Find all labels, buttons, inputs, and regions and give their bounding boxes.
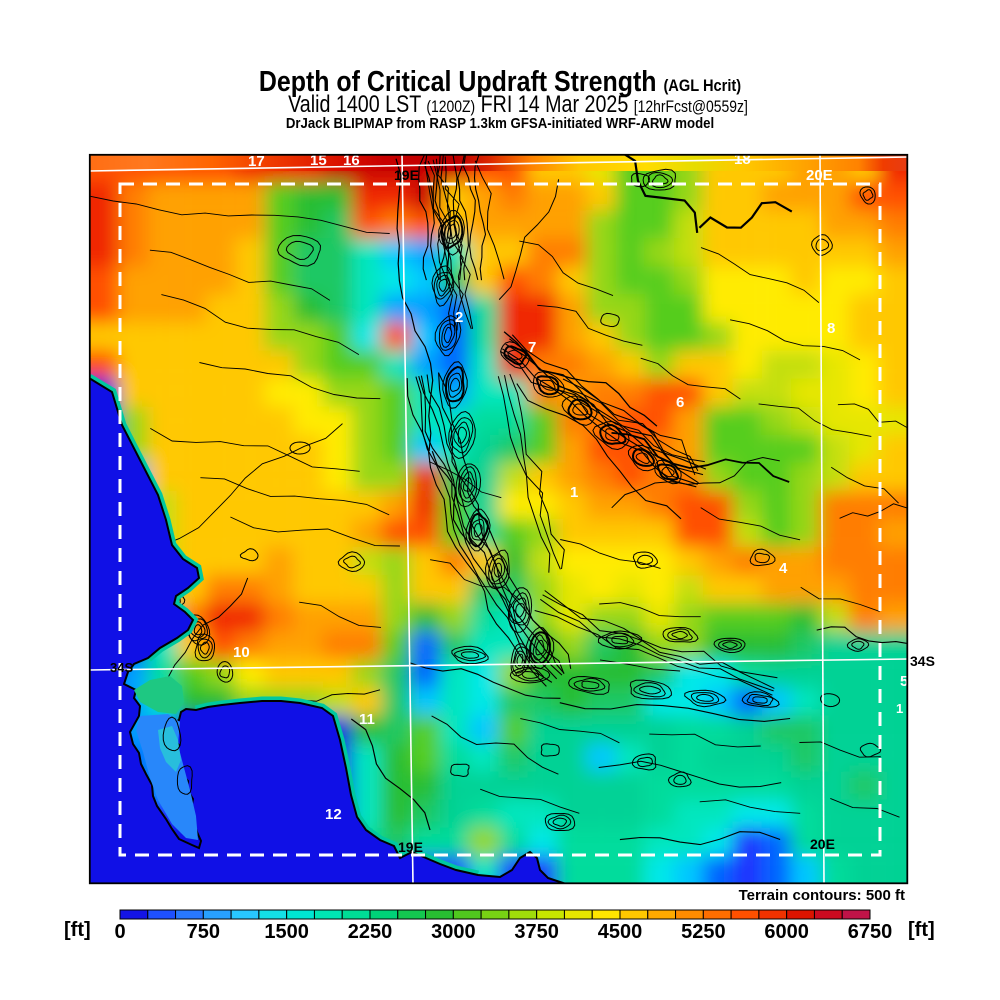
svg-text:[ft]: [ft] xyxy=(64,919,91,941)
svg-text:16: 16 xyxy=(343,152,360,169)
svg-text:1: 1 xyxy=(570,484,578,501)
svg-text:10: 10 xyxy=(233,644,250,661)
svg-text:0: 0 xyxy=(114,921,125,943)
svg-text:5250: 5250 xyxy=(681,921,726,943)
svg-text:1: 1 xyxy=(896,701,903,716)
svg-text:19E: 19E xyxy=(394,167,419,183)
svg-text:12: 12 xyxy=(325,806,342,823)
svg-text:6750: 6750 xyxy=(848,921,893,943)
svg-text:17: 17 xyxy=(248,153,265,170)
svg-text:[ft]: [ft] xyxy=(908,919,935,941)
svg-text:34S: 34S xyxy=(110,660,133,675)
svg-text:6: 6 xyxy=(676,394,684,411)
svg-text:20E: 20E xyxy=(806,167,833,184)
svg-text:Terrain contours: 500 ft: Terrain contours: 500 ft xyxy=(739,887,905,904)
svg-text:4: 4 xyxy=(779,560,788,577)
svg-text:20E: 20E xyxy=(810,836,835,852)
svg-text:34S: 34S xyxy=(910,653,935,669)
svg-text:18: 18 xyxy=(734,151,751,168)
svg-text:15: 15 xyxy=(310,152,327,169)
svg-text:3000: 3000 xyxy=(431,921,476,943)
svg-text:1500: 1500 xyxy=(264,921,309,943)
svg-text:5: 5 xyxy=(900,673,908,690)
svg-text:11: 11 xyxy=(359,711,375,728)
svg-text:750: 750 xyxy=(187,921,220,943)
svg-text:2250: 2250 xyxy=(348,921,393,943)
svg-text:3750: 3750 xyxy=(514,921,559,943)
svg-text:8: 8 xyxy=(827,320,835,337)
svg-text:2: 2 xyxy=(455,309,463,326)
svg-text:4500: 4500 xyxy=(598,921,643,943)
svg-text:7: 7 xyxy=(528,339,536,356)
svg-text:6000: 6000 xyxy=(764,921,809,943)
svg-text:19E: 19E xyxy=(398,839,423,855)
